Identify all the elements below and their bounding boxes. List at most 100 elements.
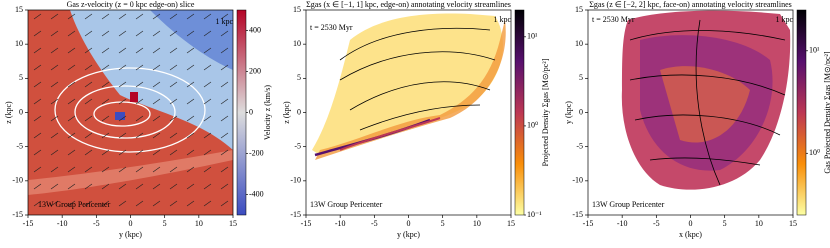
x-tick-label: 15 <box>789 219 797 228</box>
arrow <box>186 47 195 54</box>
arrow <box>118 64 127 71</box>
panel-title: Σgas (x ∈ [−1, 1] kpc, edge-on) annotati… <box>306 0 511 9</box>
arrow <box>118 132 127 139</box>
arrow <box>169 81 178 88</box>
arrow <box>33 149 42 156</box>
arrow <box>186 132 195 139</box>
x-tick-label: 5 <box>723 219 727 228</box>
arrow <box>135 30 144 37</box>
arrow <box>84 132 93 139</box>
arrow <box>118 115 127 122</box>
arrow <box>67 132 76 139</box>
arrow <box>203 98 212 105</box>
arrow <box>101 64 110 71</box>
arrow <box>50 200 59 207</box>
arrow <box>152 47 161 54</box>
arrow <box>220 30 229 37</box>
arrow <box>186 149 195 156</box>
arrow <box>33 13 42 20</box>
x-tick-label: 5 <box>441 219 445 228</box>
arrow <box>135 183 144 190</box>
arrow <box>203 132 212 139</box>
arrow <box>135 98 144 105</box>
arrow <box>169 200 178 207</box>
y-tick-label: 10 <box>575 39 583 48</box>
annotation: 1 kpc <box>215 17 233 26</box>
y-tick-label: -10 <box>290 176 301 185</box>
x-axis-label: y (kpc) <box>397 230 420 239</box>
y-tick-label: -10 <box>12 176 23 185</box>
arrow <box>186 64 195 71</box>
arrow <box>118 47 127 54</box>
y-tick-label: 10 <box>293 39 301 48</box>
arrow <box>220 115 229 122</box>
arrow <box>50 115 59 122</box>
arrow <box>67 47 76 54</box>
colorbar-tick-label: -200 <box>249 148 264 157</box>
y-tick-label: 15 <box>575 5 583 14</box>
arrow <box>84 183 93 190</box>
arrow <box>220 166 229 173</box>
arrow <box>50 13 59 20</box>
arrow <box>203 13 212 20</box>
arrow <box>84 30 93 37</box>
arrow <box>169 30 178 37</box>
arrow <box>169 132 178 139</box>
x-tick-label: 0 <box>129 219 133 228</box>
arrow <box>101 183 110 190</box>
y-tick-label: -10 <box>572 176 583 185</box>
arrow <box>101 30 110 37</box>
y-tick-label: -15 <box>12 210 23 219</box>
annotation: 1 kpc <box>493 15 511 24</box>
y-tick-label: 5 <box>579 73 583 82</box>
arrow <box>101 200 110 207</box>
arrow <box>33 115 42 122</box>
arrow <box>118 98 127 105</box>
arrow <box>220 183 229 190</box>
colorbar-tick-label: -400 <box>249 189 264 198</box>
x-tick-label: 15 <box>507 219 515 228</box>
density-image-face-on <box>621 10 791 190</box>
arrow <box>118 81 127 88</box>
arrow <box>152 149 161 156</box>
arrow <box>169 13 178 20</box>
arrow <box>152 81 161 88</box>
arrow <box>50 183 59 190</box>
arrow <box>33 47 42 54</box>
arrow <box>135 64 144 71</box>
density-image-edge-on <box>312 13 506 160</box>
x-tick-label: -5 <box>653 219 660 228</box>
arrow <box>169 64 178 71</box>
x-tick-label: 10 <box>755 219 763 228</box>
arrow <box>220 200 229 207</box>
arrow <box>33 30 42 37</box>
velocity-arrows <box>33 13 229 207</box>
arrow <box>118 183 127 190</box>
y-tick-label: -5 <box>294 141 301 150</box>
y-tick-label: 10 <box>15 39 23 48</box>
colorbar-tick-label: 400 <box>249 25 261 34</box>
arrow <box>101 47 110 54</box>
arrow <box>135 47 144 54</box>
x-tick-label: -15 <box>301 219 312 228</box>
arrow <box>50 64 59 71</box>
y-tick-label: -15 <box>290 210 301 219</box>
arrow <box>186 98 195 105</box>
arrow <box>169 166 178 173</box>
arrow <box>84 81 93 88</box>
arrow <box>67 149 76 156</box>
arrow <box>50 166 59 173</box>
annotation: 1 kpc <box>775 15 793 24</box>
arrow <box>67 98 76 105</box>
x-tick-label: 0 <box>407 219 411 228</box>
arrow <box>135 132 144 139</box>
colorbar-tick-label: 200 <box>249 66 261 75</box>
arrow <box>203 81 212 88</box>
arrow <box>33 200 42 207</box>
arrow <box>169 115 178 122</box>
arrow <box>101 132 110 139</box>
arrow <box>203 30 212 37</box>
x-tick-label: -5 <box>371 219 378 228</box>
arrow <box>33 166 42 173</box>
